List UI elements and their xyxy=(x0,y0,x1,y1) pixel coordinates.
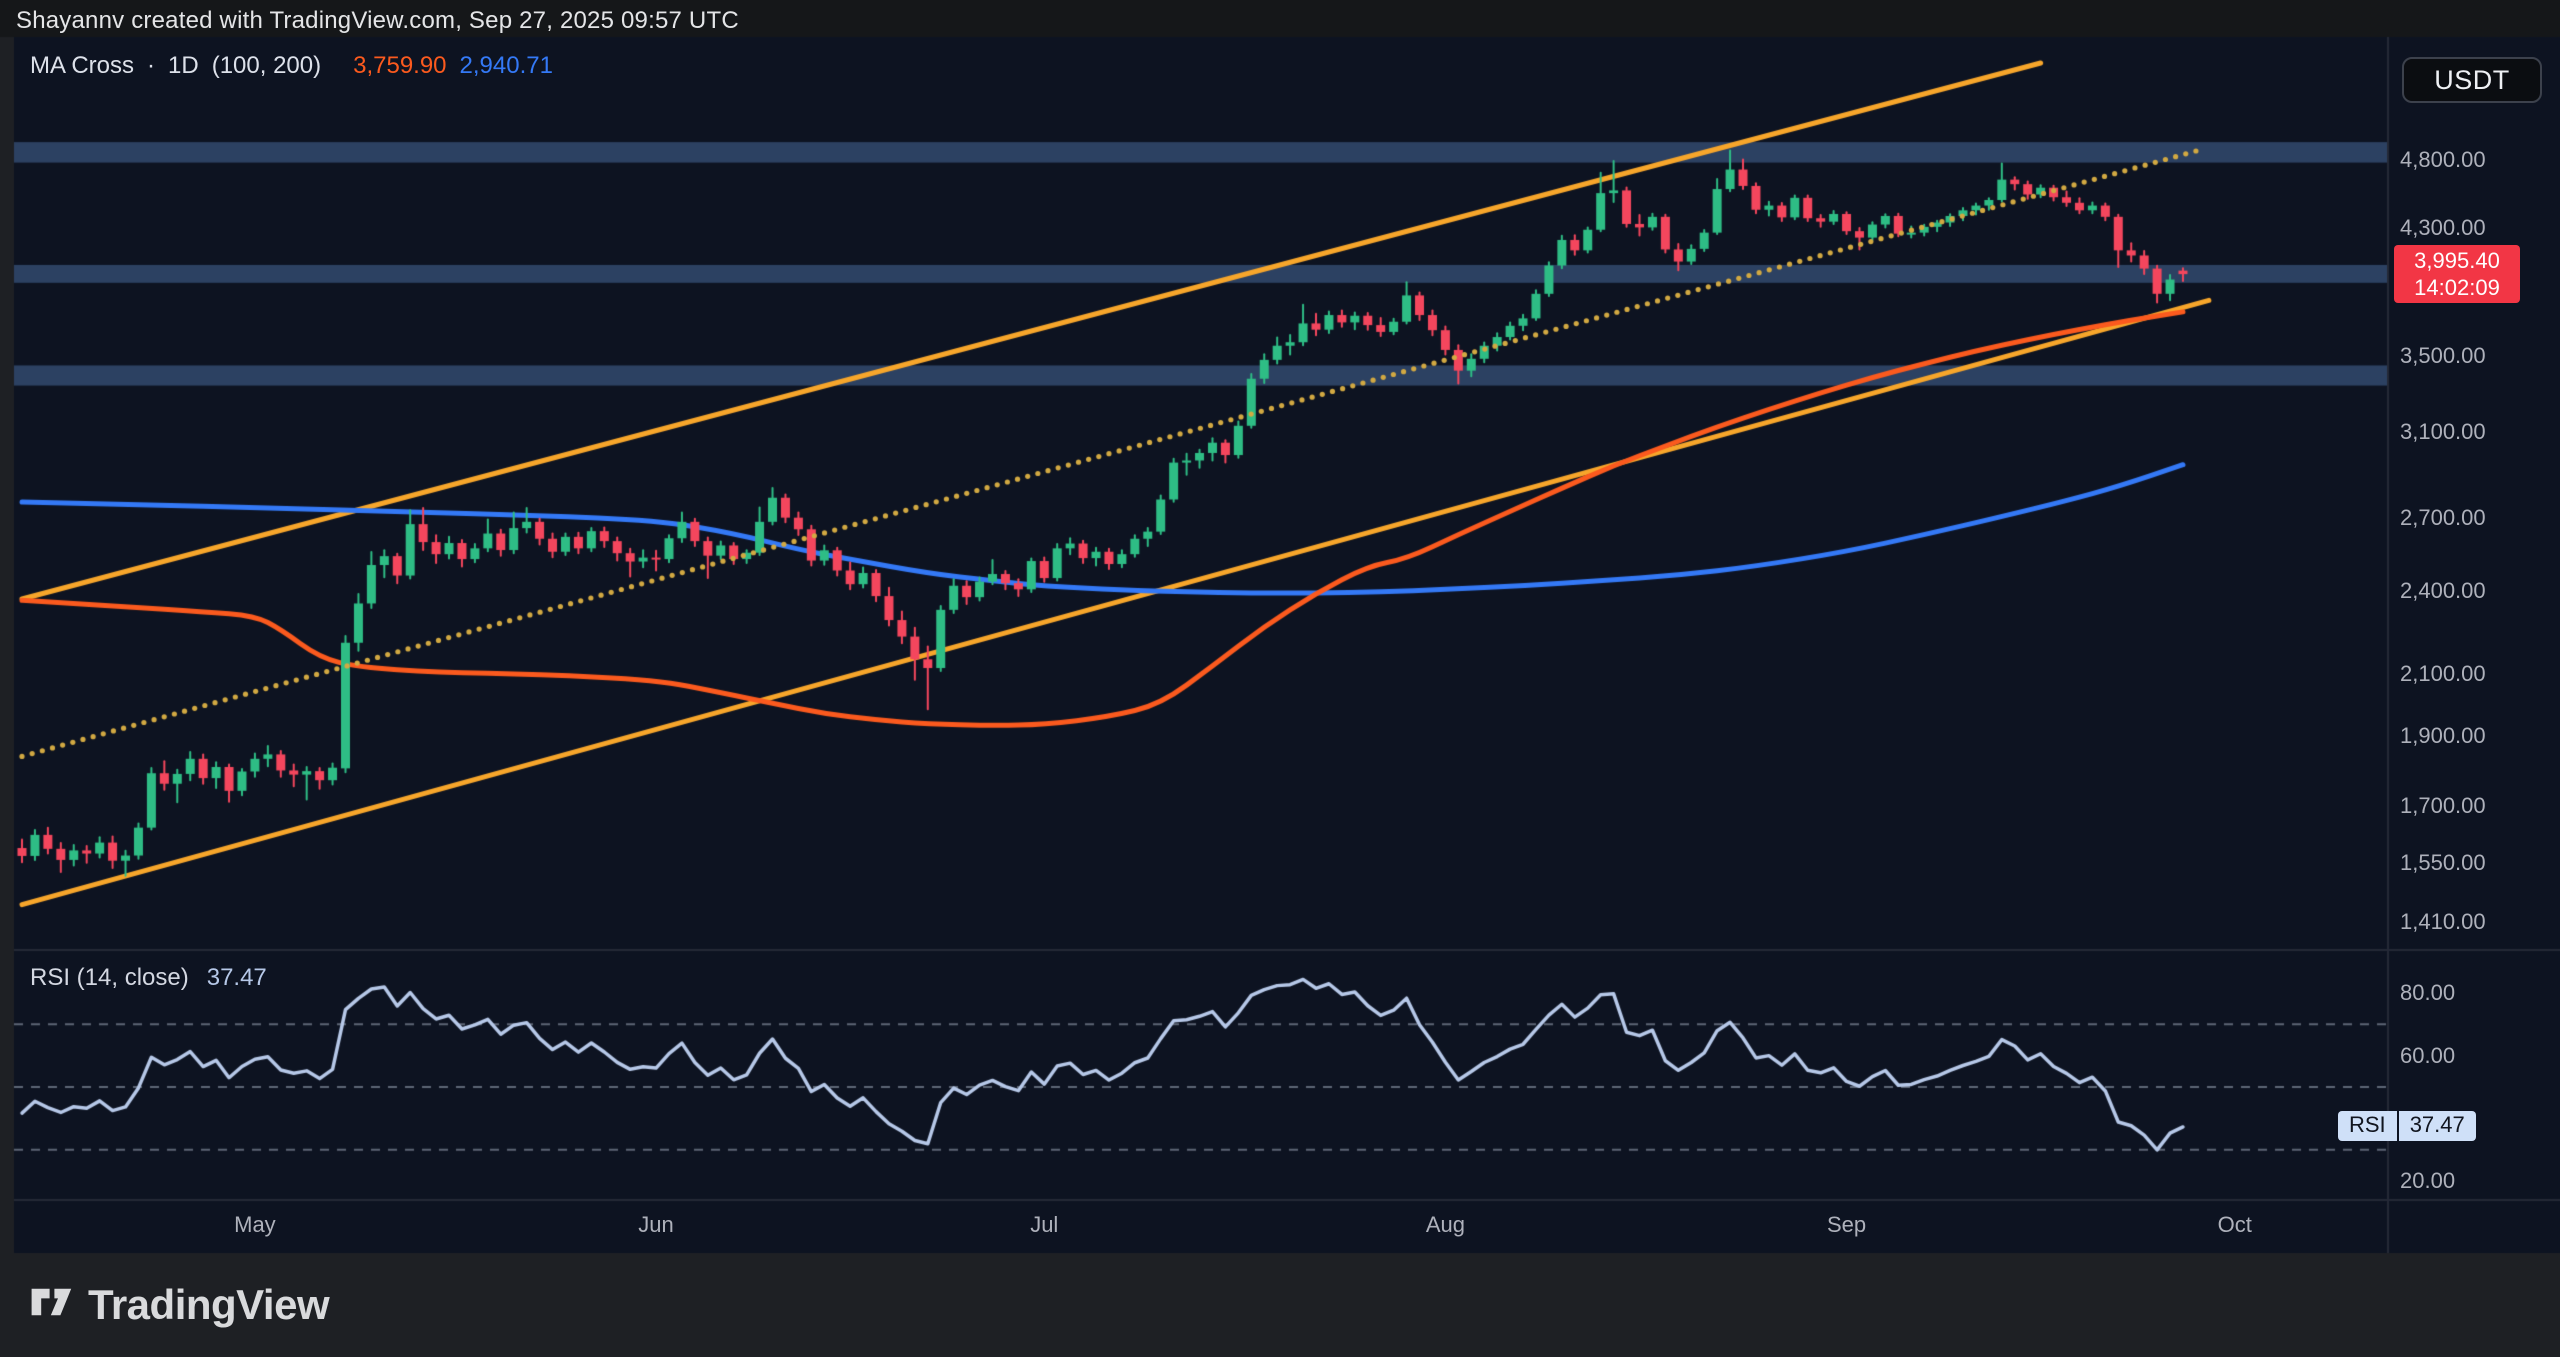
month-tick-label: Aug xyxy=(1425,1212,1465,1237)
price-tick-label: 1,550.00 xyxy=(2400,850,2486,876)
ma100-value: 3,759.90 xyxy=(353,52,447,79)
rsi-badge: RSI 37.47 xyxy=(2338,1111,2476,1142)
tradingview-mark-icon xyxy=(28,1278,76,1331)
rsi-badge-value: 37.47 xyxy=(2398,1111,2476,1142)
ma200-value: 2,940.71 xyxy=(459,52,553,79)
ma-cross-legend[interactable]: MA Cross · 1D (100, 200) 3,759.90 2,940.… xyxy=(30,52,553,80)
tradingview-wordmark: TradingView xyxy=(88,1280,330,1328)
month-tick-label: Sep xyxy=(1826,1212,1867,1237)
last-price: 3,995.40 xyxy=(2414,248,2500,274)
month-tick-label: Jul xyxy=(1030,1212,1059,1237)
price-axis[interactable]: 4,800.00 4,300.00 3,500.00 3,100.00 2,700.00… xyxy=(2390,37,2560,1253)
rsi-tick-label: 20.00 xyxy=(2400,1168,2456,1193)
price-tick-label: 1,900.00 xyxy=(2400,723,2486,749)
price-tick-label: 2,400.00 xyxy=(2400,578,2486,604)
price-tick-label: 2,700.00 xyxy=(2400,504,2486,530)
rsi-value: 37.47 xyxy=(206,964,267,991)
rsi-title: RSI (14, close) xyxy=(30,964,189,991)
tradingview-logo[interactable]: TradingView xyxy=(28,1278,330,1331)
rsi-tick-label: 60.00 xyxy=(2400,1042,2456,1068)
rsi-tick-label: 80.00 xyxy=(2400,980,2456,1005)
time-axis[interactable]: May Jun Jul Aug Sep Oct xyxy=(14,1200,2388,1253)
price-tick-label: 4,800.00 xyxy=(2400,147,2486,172)
watermark: Shayannv created with TradingView.com, S… xyxy=(16,7,739,34)
price-tick-label: 3,100.00 xyxy=(2400,418,2486,444)
indicator-title: MA Cross xyxy=(30,52,135,79)
month-tick-label: Jun xyxy=(638,1212,674,1237)
month-tick-label: May xyxy=(234,1212,276,1237)
price-tick-label: 3,500.00 xyxy=(2400,343,2486,369)
indicator-params: (100, 200) xyxy=(211,52,322,79)
rsi-badge-label: RSI xyxy=(2338,1111,2399,1142)
price-tick-label: 1,700.00 xyxy=(2400,792,2486,818)
price-tick-label: 2,100.00 xyxy=(2400,661,2486,687)
rsi-legend[interactable]: RSI (14, close) 37.47 xyxy=(30,964,267,992)
quote-currency-button[interactable]: USDT xyxy=(2402,57,2542,103)
price-tick-label: 4,300.00 xyxy=(2400,215,2486,241)
price-tick-label: 1,410.00 xyxy=(2400,909,2486,934)
last-price-badge: 3,995.40 14:02:09 xyxy=(2394,245,2520,304)
bar-countdown: 14:02:09 xyxy=(2414,275,2500,301)
indicator-interval: 1D xyxy=(168,52,199,79)
month-tick-label: Oct xyxy=(2217,1212,2252,1237)
legend-separator: · xyxy=(147,52,156,79)
